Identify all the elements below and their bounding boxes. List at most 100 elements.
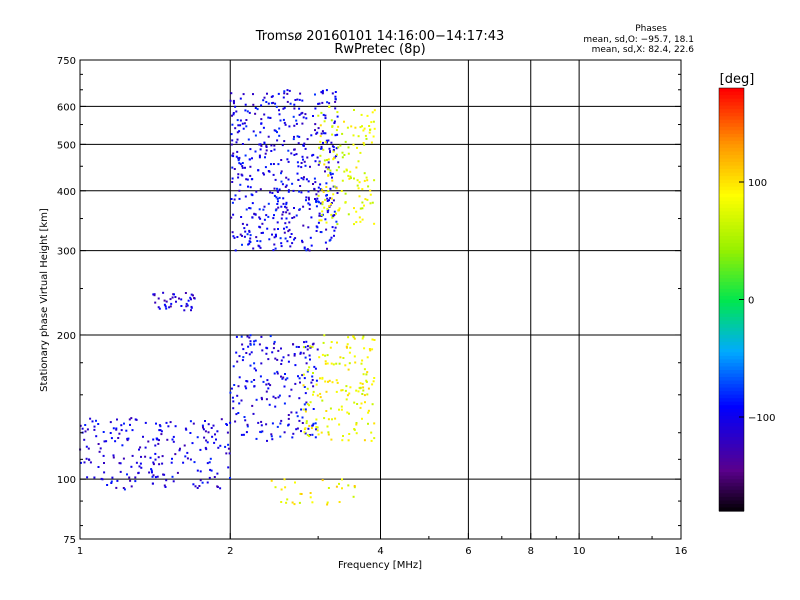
data-point — [347, 152, 350, 155]
colorbar-segment — [719, 500, 744, 505]
data-point — [347, 484, 350, 487]
data-point — [304, 432, 307, 435]
data-point — [312, 422, 315, 425]
data-point — [276, 191, 279, 193]
data-point — [163, 303, 166, 306]
data-point — [196, 487, 199, 489]
data-point — [280, 419, 283, 422]
data-point — [261, 398, 263, 401]
data-point — [287, 160, 290, 163]
colorbar-segment — [719, 88, 744, 93]
data-point — [324, 362, 327, 365]
data-point — [321, 203, 324, 206]
data-point — [334, 134, 337, 137]
colorbar-segment — [719, 218, 744, 223]
data-point — [312, 390, 315, 393]
data-point — [300, 162, 303, 164]
data-point — [277, 228, 279, 230]
data-point — [344, 364, 347, 367]
data-point — [316, 131, 319, 134]
data-point — [215, 438, 217, 441]
data-point — [293, 148, 296, 151]
colorbar-segment — [719, 486, 744, 491]
colorbar-segment — [719, 401, 744, 406]
data-point — [267, 202, 270, 205]
data-point — [311, 424, 314, 427]
data-point — [209, 457, 212, 460]
data-point — [246, 233, 249, 236]
data-point — [349, 175, 352, 178]
data-point — [284, 205, 286, 208]
data-point — [175, 300, 177, 303]
data-point — [312, 408, 315, 410]
data-point — [310, 427, 313, 430]
data-point — [335, 379, 338, 382]
data-point — [282, 197, 285, 200]
data-point — [244, 103, 247, 106]
colorbar-segment — [719, 151, 744, 156]
colorbar-segment — [719, 380, 744, 385]
data-point — [301, 241, 304, 244]
data-point — [323, 120, 326, 123]
data-point — [265, 390, 268, 393]
data-point — [326, 209, 329, 212]
data-point — [286, 100, 289, 103]
data-point — [265, 214, 268, 217]
colorbar-segment — [719, 211, 744, 216]
data-point — [276, 203, 279, 205]
data-point — [260, 424, 263, 427]
data-point — [312, 372, 314, 374]
data-point — [279, 119, 282, 122]
data-point — [289, 102, 292, 105]
data-point — [273, 148, 276, 151]
data-point — [252, 103, 255, 106]
data-point — [285, 211, 288, 214]
data-point — [307, 369, 310, 372]
colorbar-segment — [719, 440, 744, 445]
data-point — [304, 356, 307, 359]
colorbar-segment — [719, 109, 744, 114]
data-point — [303, 247, 306, 250]
data-point — [242, 356, 245, 359]
colorbar-segment — [719, 313, 744, 318]
colorbar-segment — [719, 461, 744, 466]
colorbar-segment — [719, 366, 744, 371]
data-point — [295, 428, 298, 431]
data-point — [112, 456, 115, 459]
data-point — [178, 297, 180, 300]
data-point — [182, 461, 185, 464]
data-point — [260, 362, 263, 365]
data-point — [353, 355, 356, 358]
data-point — [329, 407, 332, 410]
colorbar-segment — [719, 98, 744, 103]
x-tick-label: 1 — [77, 546, 83, 557]
colorbar-segment — [719, 475, 744, 480]
data-point — [287, 190, 290, 193]
data-point — [313, 177, 316, 180]
data-point — [359, 386, 362, 389]
colorbar-segment — [719, 91, 744, 96]
data-point — [355, 166, 358, 169]
data-point — [333, 185, 336, 188]
data-point — [262, 172, 265, 175]
data-point — [238, 162, 241, 165]
data-point — [322, 132, 325, 135]
data-point — [335, 187, 338, 190]
data-point — [93, 428, 96, 431]
data-point — [273, 372, 276, 375]
data-point — [367, 387, 370, 390]
data-point — [340, 190, 343, 192]
colorbar-segment — [719, 193, 744, 198]
colorbar-segment — [719, 200, 744, 205]
data-point — [295, 119, 298, 122]
data-point — [246, 178, 249, 181]
data-point — [309, 496, 312, 499]
data-point — [341, 478, 343, 481]
colorbar-segment — [719, 496, 744, 502]
data-point — [303, 341, 305, 344]
data-point — [236, 236, 239, 238]
data-point — [260, 122, 263, 125]
colorbar-tick-label: 0 — [748, 296, 754, 307]
data-point — [241, 143, 244, 145]
data-point — [248, 111, 251, 114]
